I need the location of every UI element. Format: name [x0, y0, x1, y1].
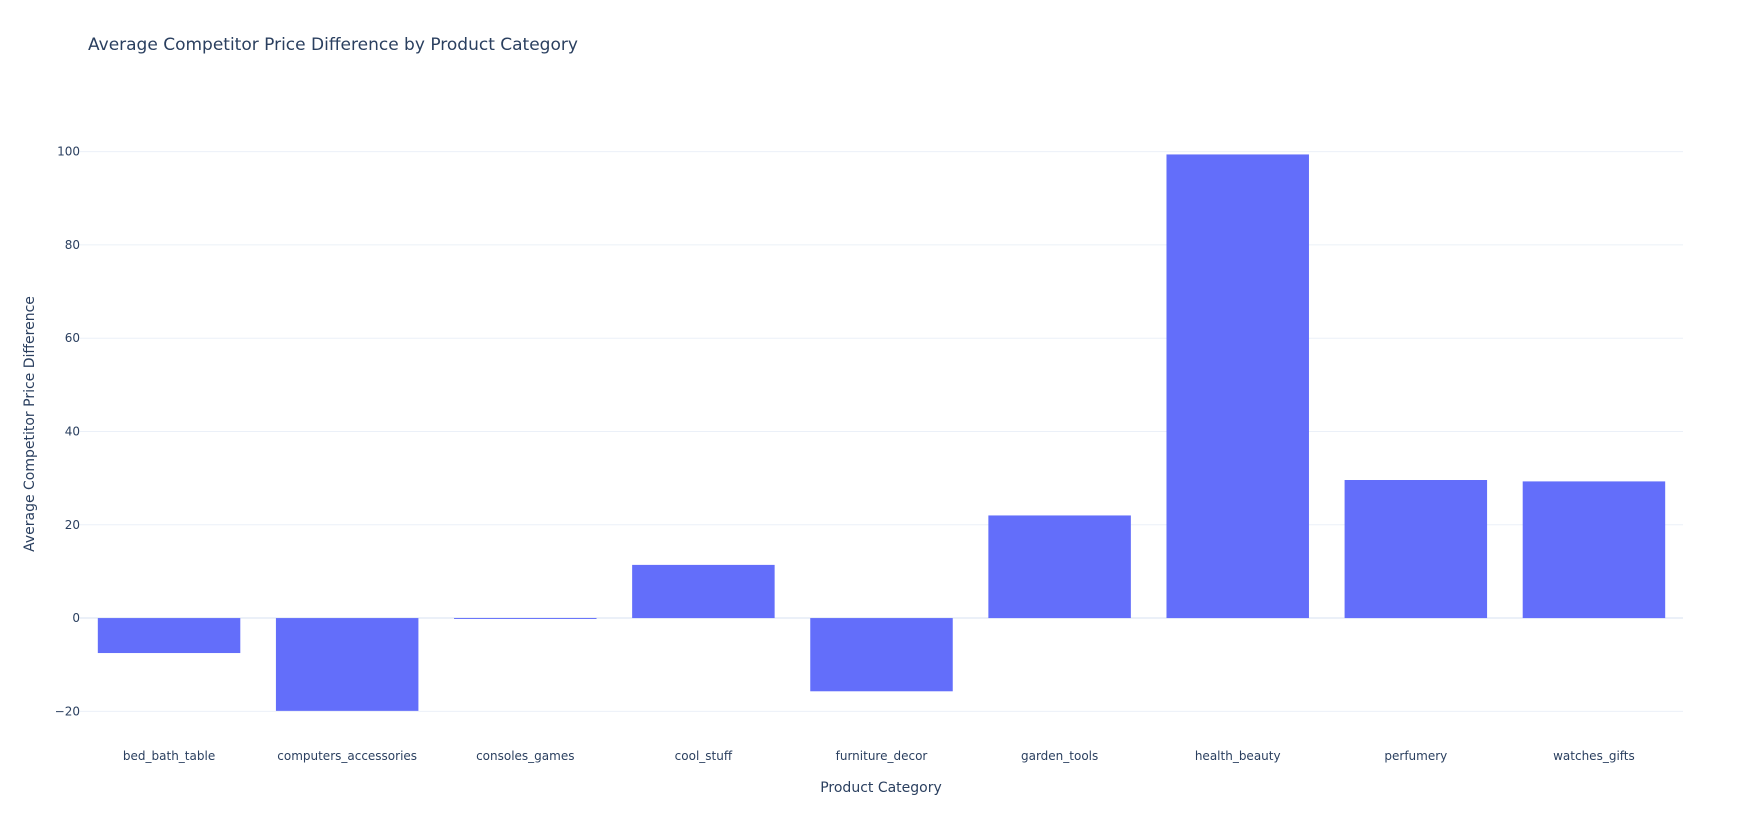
x-tick-label: health_beauty [1195, 749, 1281, 763]
y-tick-label: 40 [65, 424, 80, 438]
x-tick-label: garden_tools [1021, 749, 1098, 763]
y-tick-label: 100 [57, 145, 80, 159]
bar-garden-tools[interactable] [988, 515, 1131, 619]
bars [97, 154, 1666, 711]
bar-computers-accessories[interactable] [275, 618, 419, 711]
y-tick-label: −20 [55, 704, 80, 718]
x-tick-label: cool_stuff [675, 749, 733, 763]
bar-furniture-decor[interactable] [810, 618, 953, 692]
y-axis-ticks: −20 0 20 40 60 80 100 [55, 145, 80, 719]
bar-cool-stuff[interactable] [632, 564, 775, 619]
bar-consoles-games[interactable] [454, 618, 597, 619]
chart-title: Average Competitor Price Difference by P… [88, 35, 578, 55]
x-tick-label: computers_accessories [277, 749, 417, 763]
y-axis-title: Average Competitor Price Difference [22, 296, 38, 552]
x-tick-label: bed_bath_table [123, 749, 215, 763]
x-axis-ticks: bed_bath_table computers_accessories conso… [123, 749, 1635, 763]
y-tick-label: 80 [65, 238, 80, 252]
bar-watches-gifts[interactable] [1522, 481, 1666, 619]
x-tick-label: consoles_games [476, 749, 574, 763]
bar-perfumery[interactable] [1344, 480, 1488, 619]
x-tick-label: perfumery [1384, 749, 1447, 763]
bar-bed-bath-table[interactable] [97, 618, 241, 654]
y-tick-label: 60 [65, 331, 80, 345]
y-tick-label: 0 [72, 611, 80, 625]
x-axis-title: Product Category [820, 780, 942, 796]
y-tick-label: 20 [65, 518, 80, 532]
x-tick-label: watches_gifts [1553, 749, 1635, 763]
x-tick-label: furniture_decor [836, 749, 928, 763]
bar-health-beauty[interactable] [1166, 154, 1309, 619]
